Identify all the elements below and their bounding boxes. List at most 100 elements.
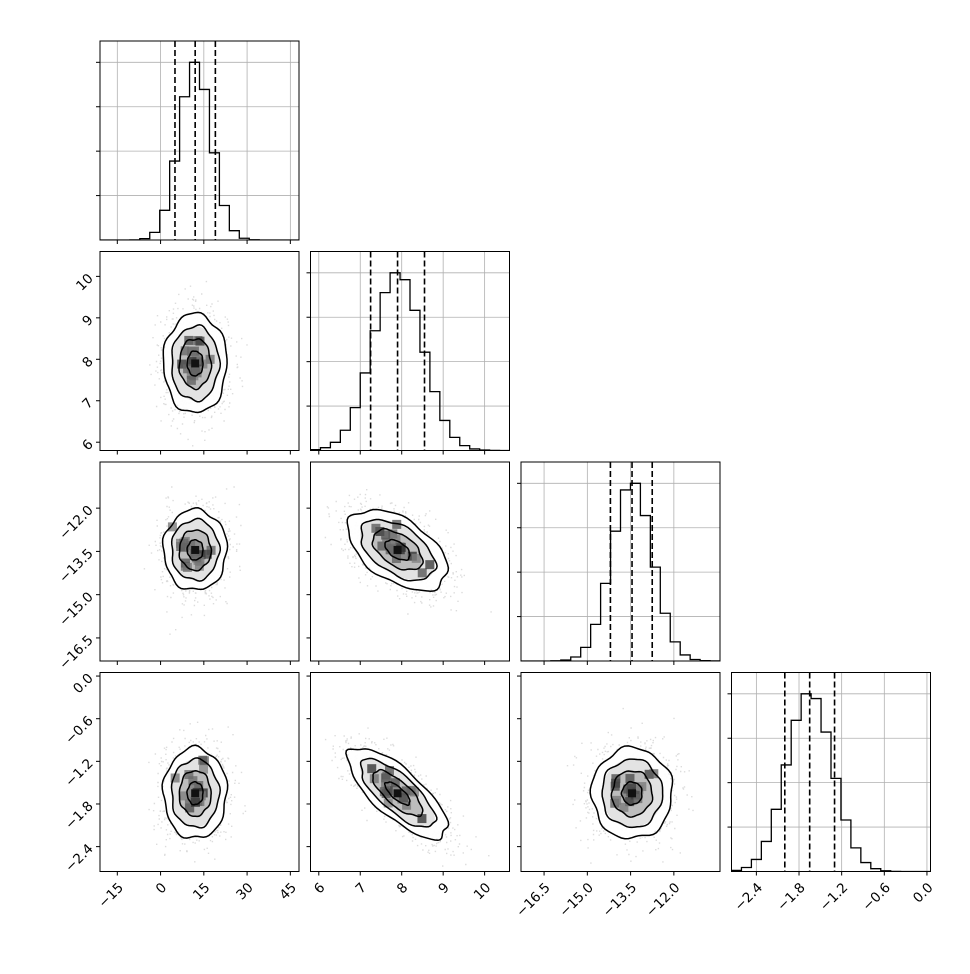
contour-line-0 — [620, 780, 643, 806]
panel-2-1 — [306, 461, 510, 665]
contour-line-2 — [601, 758, 664, 829]
density-pixel — [625, 797, 635, 807]
density-pixel — [383, 798, 393, 808]
contour-line-2 — [170, 517, 222, 582]
panel-0-0 — [96, 40, 300, 244]
density-pixel — [186, 375, 196, 385]
panel-frame — [99, 40, 300, 241]
contour-line-3 — [345, 748, 450, 842]
y-tick-label: 7 — [79, 395, 96, 412]
panel-3-2: −16.5 −15.0 −13.5 −12.0 — [513, 672, 721, 921]
y-tick-label: 6 — [79, 437, 96, 454]
contour-line-0 — [186, 350, 204, 377]
density-pixel — [199, 764, 209, 774]
x-tick-label: 0.0 — [910, 880, 937, 907]
contour-line-1 — [178, 338, 213, 391]
contour-line-3 — [589, 745, 674, 840]
x-tick-label: 15 — [190, 880, 213, 903]
x-tick-label: 7 — [352, 880, 369, 897]
density-pixel — [178, 791, 188, 801]
density-pixel — [644, 769, 654, 779]
x-tick-label: −12.0 — [643, 880, 684, 921]
density-peak — [191, 545, 200, 554]
density-pixel — [184, 799, 194, 809]
panel-content — [566, 707, 694, 864]
density-pixel — [379, 787, 389, 797]
contour-line-0 — [186, 539, 204, 561]
contour-line-2 — [170, 757, 221, 829]
y-tick-label: 9 — [79, 312, 96, 329]
contour-line-3 — [161, 744, 229, 839]
density-pixel — [399, 793, 409, 803]
density-pixel — [425, 560, 435, 570]
contour-line-1 — [178, 770, 212, 818]
density-pixel — [177, 359, 187, 369]
panel-frame — [310, 251, 510, 451]
panel-1-0: 6 7 8 9 10 — [73, 251, 300, 455]
contour-line-1 — [371, 527, 424, 571]
panel-content — [149, 280, 248, 447]
y-tick-label: −1.2 — [62, 756, 96, 790]
histogram-steps — [310, 272, 510, 451]
density-pixel — [194, 781, 204, 791]
contour-line-1 — [372, 768, 424, 818]
density-pixel — [625, 774, 635, 784]
panel-frame — [310, 461, 510, 662]
contour-line-3 — [162, 311, 228, 414]
contour-line-3 — [346, 508, 450, 593]
contour-line-1 — [178, 529, 213, 572]
density-pixel — [371, 523, 381, 533]
density-pixel — [377, 541, 387, 551]
y-tick-label: −1.8 — [62, 798, 96, 832]
density-pixel — [167, 522, 177, 532]
panel-frame — [99, 251, 300, 451]
density-pixel — [411, 553, 421, 563]
panel-2-0: −16.5−15.0−13.5−12.0 — [56, 461, 300, 673]
density-pixel — [633, 794, 643, 804]
x-tick-label: −16.5 — [513, 880, 554, 921]
density-pixel — [190, 366, 200, 376]
y-tick-label: 10 — [73, 271, 96, 294]
panel-frame — [99, 672, 300, 872]
contour-line-2 — [360, 518, 438, 582]
density-pixel — [369, 774, 379, 784]
density-pixel — [387, 543, 397, 553]
density-pixel — [417, 814, 427, 824]
panel-3-0: −2.4 −1.8 −1.2 −0.6 0.0 −15 0 15 30 45 — [62, 670, 300, 911]
contour-line-0 — [384, 538, 411, 561]
y-tick-label: −13.5 — [56, 546, 97, 587]
y-tick-label: −15.0 — [56, 589, 97, 630]
density-pixel — [417, 568, 427, 578]
density-pixel — [381, 779, 391, 789]
density-peak — [393, 545, 402, 554]
panel-3-3: −2.4 −1.8 −1.2 −0.6 0.0 — [727, 672, 937, 914]
x-tick-label: 10 — [471, 880, 494, 903]
density-pixel — [388, 529, 398, 539]
density-pixel — [649, 769, 659, 779]
x-tick-label: −0.6 — [859, 880, 893, 914]
x-tick-label: 6 — [311, 880, 328, 897]
density-pixel — [610, 781, 620, 791]
y-tick-label: 8 — [79, 354, 96, 371]
density-peak — [393, 789, 402, 798]
x-tick-label: −1.8 — [774, 880, 808, 914]
x-tick-label: 45 — [276, 880, 299, 903]
density-pixel — [190, 797, 200, 807]
density-pixel — [184, 770, 194, 780]
contour-line-0 — [186, 780, 204, 806]
density-pixel — [170, 773, 180, 783]
y-tick-label: −12.0 — [56, 502, 97, 543]
x-tick-label: 30 — [233, 880, 256, 903]
panel-frame — [731, 672, 931, 872]
x-tick-label: −13.5 — [600, 880, 641, 921]
panel-content — [148, 721, 247, 863]
density-pixel — [196, 791, 206, 801]
contour-line-1 — [610, 770, 654, 818]
density-pixel — [619, 802, 629, 812]
panel-content — [324, 727, 490, 867]
density-pixel — [186, 540, 196, 550]
panel-content — [143, 486, 242, 635]
contour-line-2 — [171, 324, 222, 403]
